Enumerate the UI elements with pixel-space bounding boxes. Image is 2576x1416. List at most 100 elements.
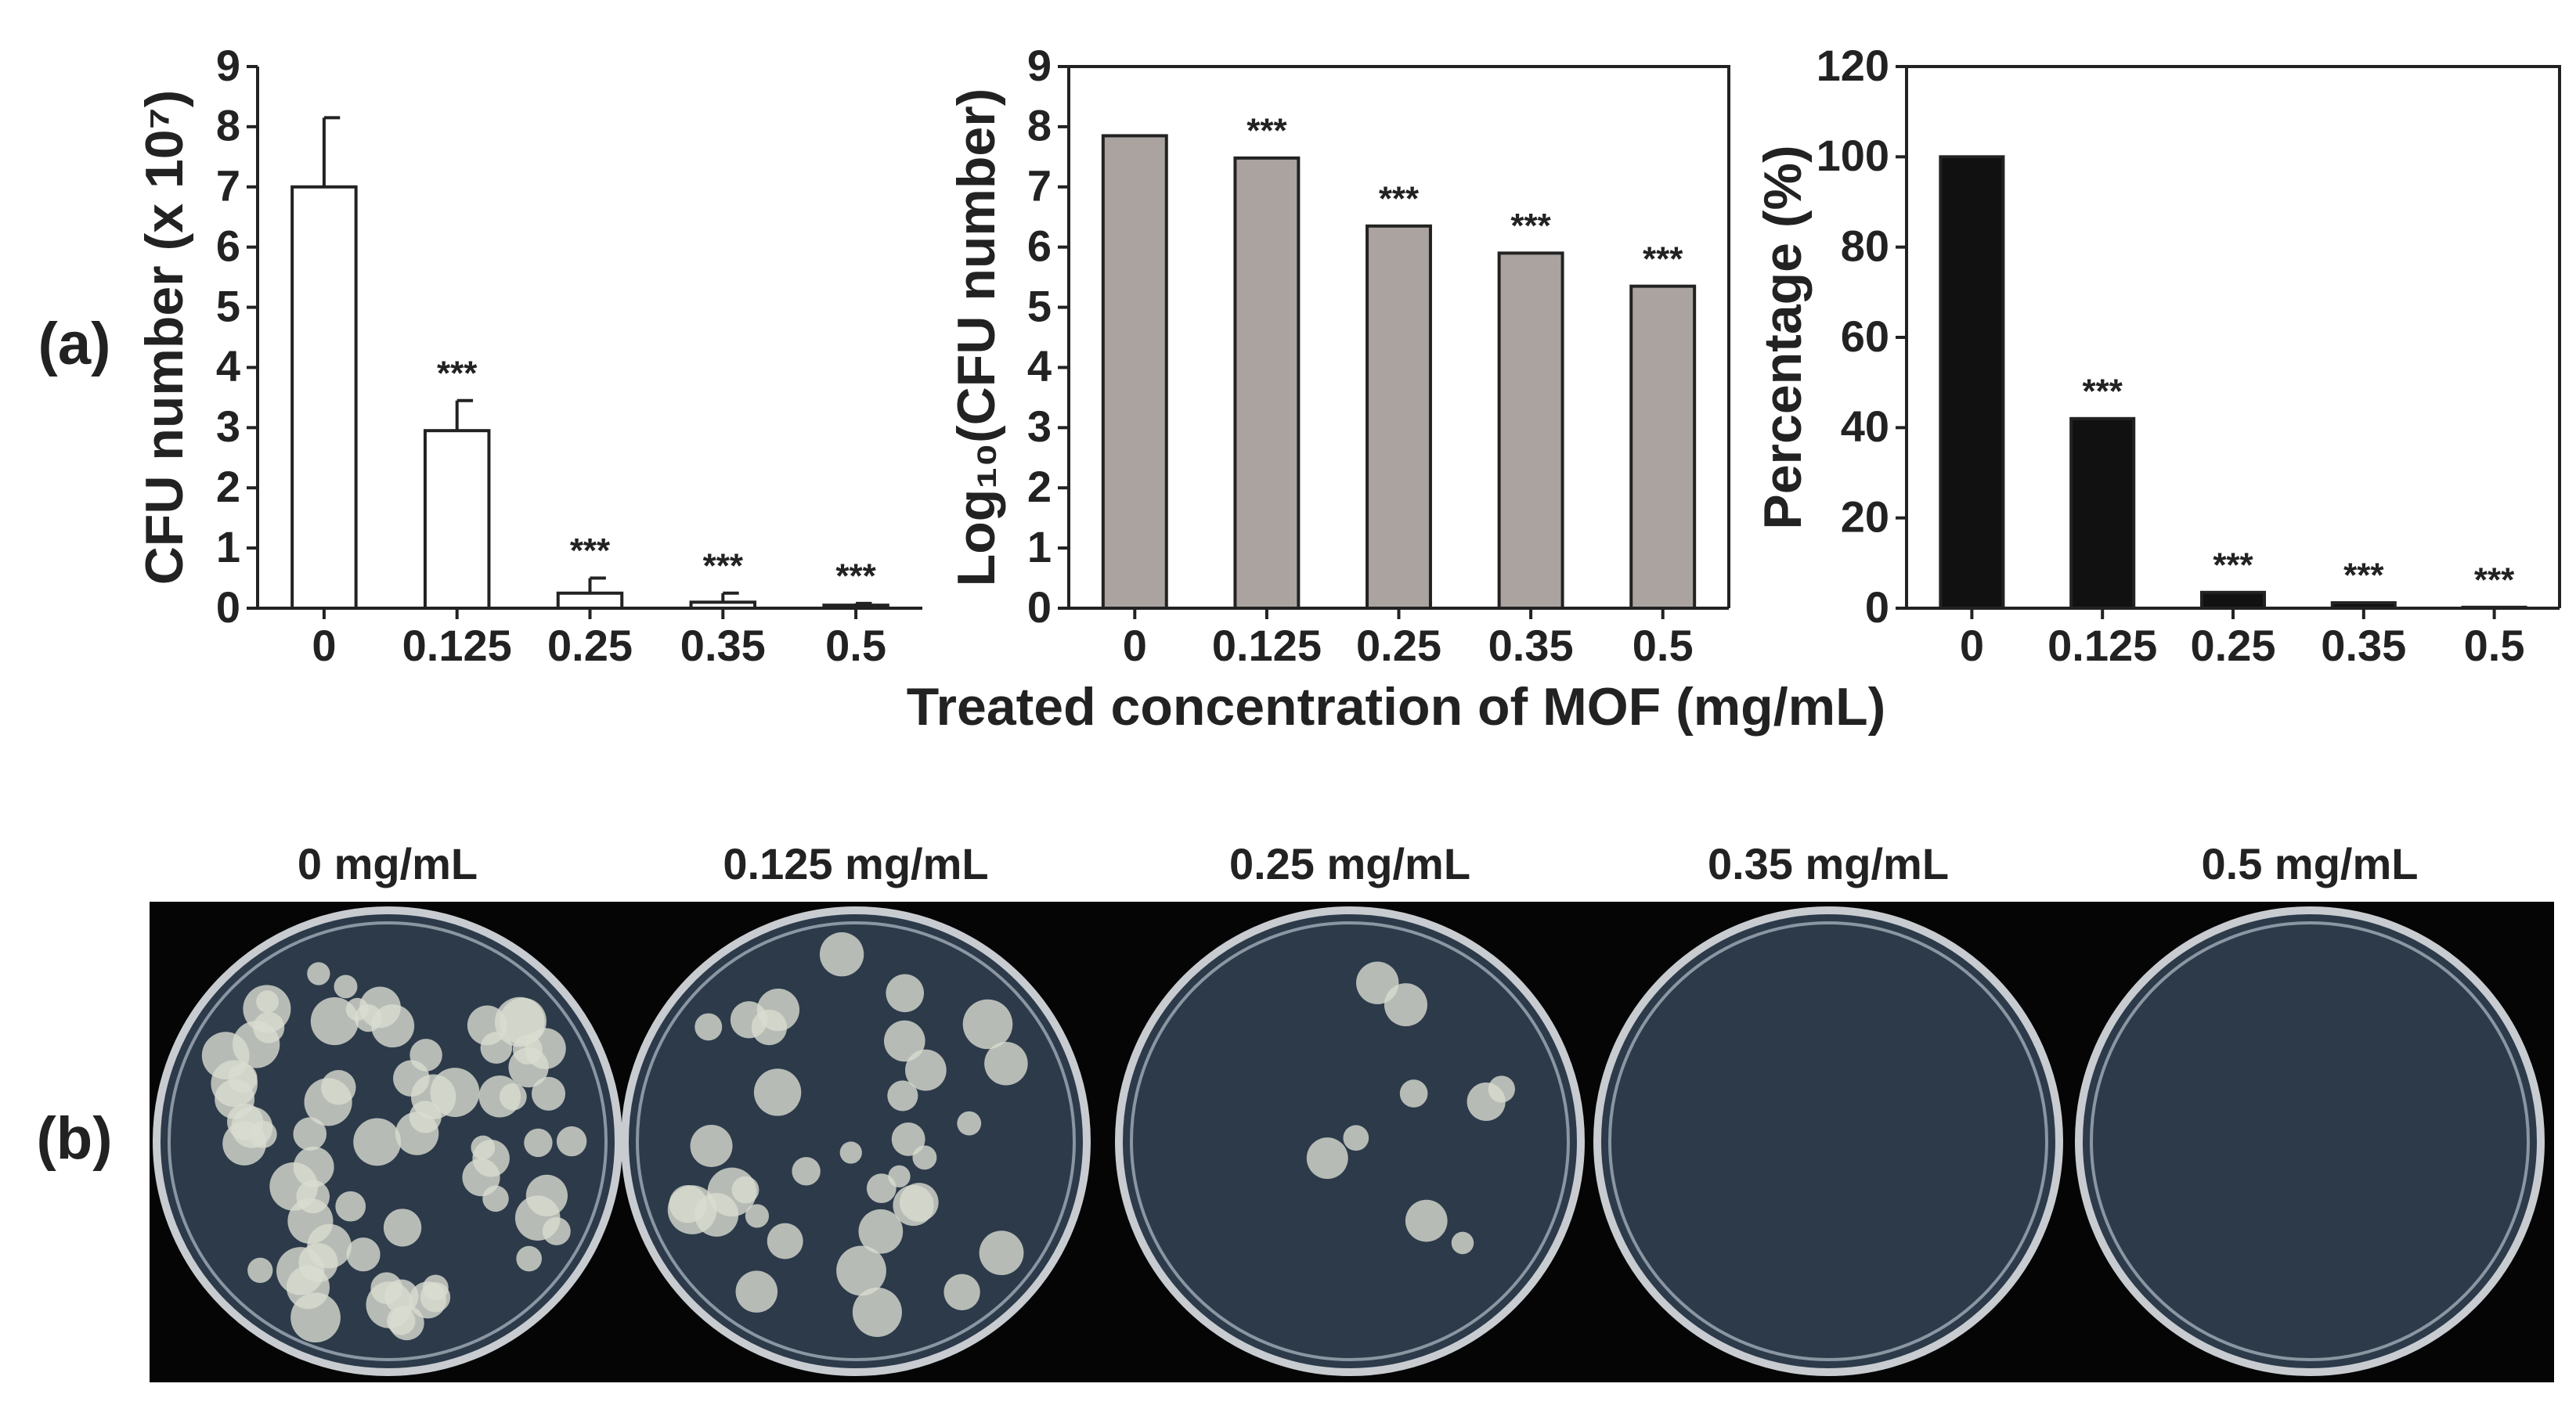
- x-tick-label: 0.35: [1488, 621, 1574, 670]
- colony: [836, 1245, 886, 1296]
- plate-label: 0.25 mg/mL: [1229, 839, 1470, 888]
- colony: [866, 1173, 897, 1204]
- bar: [1497, 251, 1564, 610]
- significance-label: ***: [1379, 179, 1420, 218]
- colony: [669, 1185, 707, 1223]
- frame: [1069, 65, 1730, 608]
- panel-label: (b): [36, 1105, 112, 1172]
- x-tick-label: 0: [312, 621, 336, 670]
- colony: [962, 999, 1013, 1050]
- colony: [745, 1204, 770, 1228]
- colony: [858, 1209, 904, 1254]
- colony: [1356, 961, 1399, 1004]
- colony: [430, 1068, 480, 1118]
- x-tick-label: 0.25: [2191, 621, 2276, 670]
- y-tick-label: 9: [216, 41, 240, 90]
- colony: [482, 1185, 509, 1212]
- y-tick-label: 60: [1841, 312, 1889, 361]
- plate-label: 0.125 mg/mL: [723, 839, 988, 888]
- significance-label: ***: [1643, 240, 1683, 278]
- bar: [1366, 224, 1432, 610]
- colony: [756, 989, 800, 1032]
- panel-label: (a): [38, 311, 111, 377]
- y-axis-label: Log₁₀(CFU number): [947, 88, 1006, 587]
- significance-label: ***: [1247, 111, 1287, 150]
- colony: [556, 1126, 587, 1157]
- colony: [979, 1230, 1024, 1276]
- y-tick-label: 2: [216, 462, 240, 511]
- colony: [290, 1292, 341, 1343]
- y-tick-label: 80: [1841, 221, 1889, 270]
- colony: [472, 1140, 510, 1177]
- bar: [423, 429, 491, 611]
- colony: [524, 1128, 553, 1158]
- plate-label: 0.35 mg/mL: [1708, 839, 1949, 888]
- significance-label: ***: [570, 531, 611, 570]
- y-axis-label: CFU number (x 10⁷): [135, 90, 194, 585]
- colony: [943, 1274, 980, 1310]
- frame: [1907, 65, 2561, 608]
- colony: [839, 1141, 862, 1164]
- x-tick-label: 0: [1960, 621, 1984, 670]
- plate: [2075, 906, 2545, 1376]
- plate-label: 0.5 mg/mL: [2202, 839, 2419, 888]
- error-bar: [854, 601, 872, 606]
- x-tick-label: 0.25: [547, 621, 633, 670]
- colony: [395, 1112, 439, 1155]
- colony: [228, 1063, 258, 1094]
- colony: [891, 1122, 925, 1156]
- colony: [353, 1118, 402, 1166]
- bar: [2069, 416, 2136, 610]
- x-tick-label: 0.25: [1356, 621, 1441, 670]
- x-tick-label: 0.125: [2047, 621, 2157, 670]
- colony: [731, 1176, 759, 1204]
- bar: [1233, 156, 1301, 611]
- bar: [1629, 284, 1697, 610]
- plate-rim: [1130, 921, 1570, 1361]
- plate-rim: [1608, 921, 2048, 1361]
- colony: [525, 1028, 566, 1069]
- x-tick-label: 0.35: [680, 621, 766, 670]
- colony: [1451, 1231, 1474, 1255]
- y-tick-label: 8: [216, 101, 240, 150]
- colony: [695, 1013, 723, 1041]
- bar: [290, 185, 358, 610]
- colony: [886, 974, 925, 1013]
- y-tick-label: 6: [1027, 221, 1052, 270]
- colony: [905, 1049, 947, 1091]
- y-tick-label: 3: [1027, 402, 1052, 451]
- colony: [884, 1020, 925, 1062]
- colony: [735, 1270, 778, 1313]
- colony: [226, 1103, 264, 1140]
- colony: [819, 932, 864, 977]
- colony: [384, 1279, 419, 1313]
- y-tick-label: 100: [1817, 131, 1889, 180]
- y-tick-label: 4: [216, 341, 240, 391]
- colony: [232, 1021, 280, 1068]
- colony: [334, 975, 358, 999]
- bar: [1939, 155, 2005, 611]
- colony: [420, 1281, 451, 1313]
- colony: [335, 1191, 366, 1222]
- significance-label: ***: [2474, 560, 2515, 599]
- y-tick-label: 0: [216, 582, 240, 632]
- x-tick-label: 0.5: [1633, 621, 1694, 670]
- colony: [383, 1209, 422, 1247]
- colony: [1405, 1199, 1448, 1242]
- y-tick-label: 3: [216, 402, 240, 451]
- colony: [792, 1157, 821, 1186]
- colony: [767, 1223, 803, 1259]
- colony: [371, 1004, 415, 1048]
- y-tick-label: 2: [1027, 462, 1052, 511]
- colony: [531, 1076, 566, 1111]
- y-tick-label: 0: [1027, 582, 1052, 632]
- significance-label: ***: [1510, 207, 1551, 245]
- x-tick-label: 0.5: [2464, 621, 2525, 670]
- x-tick-label: 0.125: [1212, 621, 1322, 670]
- colony: [852, 1287, 902, 1338]
- significance-label: ***: [2083, 372, 2123, 410]
- y-tick-label: 9: [1027, 41, 1052, 90]
- colony: [1399, 1079, 1428, 1108]
- y-tick-label: 120: [1817, 41, 1889, 90]
- colony: [304, 1078, 352, 1126]
